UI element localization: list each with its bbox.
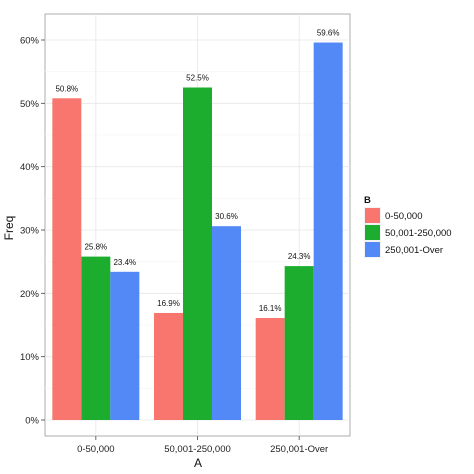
- legend-label: 0-50,000: [385, 211, 423, 222]
- data-labels: 50.8% 16.9% 16.1% 25.8% 52.5% 24.3% 23.4% 30.6%…: [55, 29, 340, 313]
- legend-swatch: [365, 242, 380, 257]
- bar-value-label: 23.4%: [113, 258, 136, 267]
- y-tick-label: 40%: [20, 162, 40, 173]
- bar: [110, 271, 140, 420]
- legend-label: 50,001-250,000: [385, 228, 452, 239]
- x-axis-title: A: [194, 456, 202, 470]
- y-tick-label: 60%: [20, 36, 40, 47]
- bar: [284, 266, 314, 420]
- y-tick-label: 30%: [20, 226, 40, 237]
- x-tick-label: 50,001-250,000: [164, 444, 231, 455]
- y-tick-label: 10%: [20, 352, 40, 363]
- bar: [212, 226, 241, 420]
- y-tick-label: 0%: [25, 416, 39, 427]
- bar-value-label: 16.9%: [157, 299, 180, 308]
- bar-value-label: 30.6%: [215, 212, 238, 221]
- bar-value-label: 59.6%: [317, 29, 340, 38]
- x-axis: 0-50,000 50,001-250,000 250,001-Over: [77, 436, 328, 455]
- y-axis-title: Freq: [2, 216, 16, 241]
- bar: [52, 98, 82, 421]
- bar: [154, 312, 183, 420]
- legend-swatch: [365, 208, 380, 223]
- x-tick-label: 250,001-Over: [270, 444, 328, 455]
- bar: [81, 256, 111, 420]
- y-tick-label: 20%: [20, 289, 40, 300]
- bar: [183, 87, 212, 420]
- legend-title: B: [364, 195, 371, 206]
- bar-value-label: 52.5%: [186, 74, 209, 83]
- bar-value-label: 50.8%: [55, 84, 78, 93]
- bar-value-label: 16.1%: [259, 304, 282, 313]
- bars: [52, 42, 343, 421]
- bar-value-label: 24.3%: [288, 252, 311, 261]
- x-tick-label: 0-50,000: [77, 444, 115, 455]
- legend: B 0-50,000 50,001-250,000 250,001-Over: [364, 195, 452, 258]
- bar: [313, 42, 343, 421]
- legend-label: 250,001-Over: [385, 245, 443, 256]
- bar-value-label: 25.8%: [84, 243, 107, 252]
- bar: [255, 318, 285, 420]
- y-axis: 0% 10% 20% 30% 40% 50% 60%: [20, 36, 45, 427]
- legend-swatch: [365, 225, 380, 240]
- y-tick-label: 50%: [20, 99, 40, 110]
